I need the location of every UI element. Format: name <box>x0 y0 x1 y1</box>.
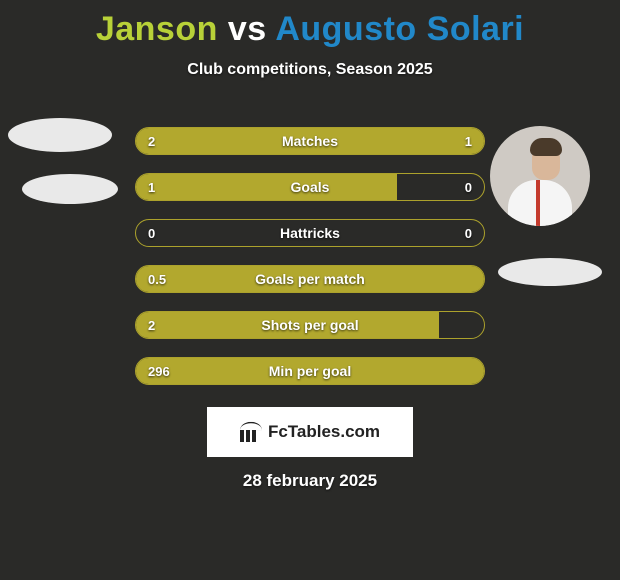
logo-text: FcTables.com <box>268 422 380 442</box>
right-ellipse <box>498 258 602 286</box>
stat-bar-left <box>136 266 484 292</box>
stats-container: 21Matches10Goals00Hattricks0.5Goals per … <box>135 127 485 385</box>
stat-value-right: 0 <box>465 174 472 200</box>
left-ellipse-1 <box>8 118 112 152</box>
player2-name: Augusto Solari <box>275 10 524 48</box>
stat-row: 0.5Goals per match <box>135 265 485 293</box>
player2-avatar <box>490 126 590 226</box>
stat-row: 296Min per goal <box>135 357 485 385</box>
stat-bar-left <box>136 128 362 154</box>
stat-label: Hattricks <box>136 220 484 246</box>
vs-separator: vs <box>218 10 275 48</box>
stat-row: 0 0Hattricks <box>135 219 485 247</box>
stat-row: 10Goals <box>135 173 485 201</box>
stat-row: 2Shots per goal <box>135 311 485 339</box>
stat-bar-right <box>362 128 484 154</box>
stat-value-right: 0 <box>465 220 472 246</box>
stat-bar-left <box>136 174 397 200</box>
date-text: 28 february 2025 <box>0 471 620 491</box>
stat-value-left: 0 <box>148 220 155 246</box>
stat-bar-left <box>136 358 484 384</box>
left-ellipse-2 <box>22 174 118 204</box>
chart-icon <box>240 422 262 442</box>
player1-name: Janson <box>96 10 218 48</box>
stat-row: 21Matches <box>135 127 485 155</box>
stat-bar-left <box>136 312 439 338</box>
comparison-title: Janson vs Augusto Solari <box>0 0 620 49</box>
fctables-logo: FcTables.com <box>207 407 413 457</box>
subtitle: Club competitions, Season 2025 <box>0 61 620 79</box>
